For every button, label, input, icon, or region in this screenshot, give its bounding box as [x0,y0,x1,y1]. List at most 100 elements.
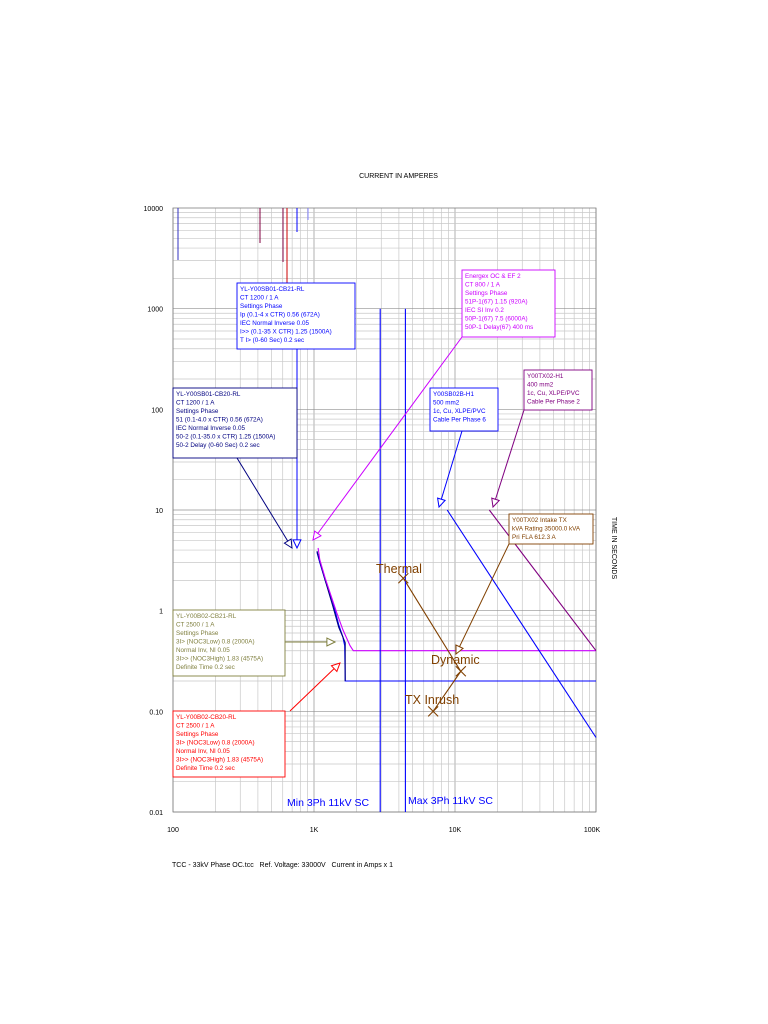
label-line: Definite Time 0.2 sec [176,765,235,772]
label-line: CT 1200 / 1 A [240,295,279,302]
thermal-label: Thermal [376,562,422,576]
label-line: Normal Inv, NI 0.05 [176,748,230,755]
tx-inrush-marker [427,705,439,717]
label-line: Settings Phase [176,731,219,738]
curve-y00sb02b-h1 [446,509,597,738]
arrowhead-cb21 [292,539,302,550]
label-line: Y00SB02B-H1 [433,391,474,398]
label-line: CT 2500 / 1 A [176,723,215,730]
label-line: 500 mm2 [433,400,460,407]
y-tick-label: 0.01 [149,810,163,817]
label-line: 50-2 Delay (0-60 Sec) 0.2 sec [176,442,260,449]
label-line: Settings Phase [176,630,219,637]
label-line: CT 1200 / 1 A [176,400,215,407]
label-line: 51P-1(67) 1.15 (920A) [465,299,528,306]
leader-sb02b [438,430,463,508]
y-tick-label: 0.10 [149,709,163,716]
curve-energex-oc-ef-2 [317,547,596,652]
label-line: Pri FLA 612.3 A [512,534,557,541]
label-line: Ip (0.1-4 x CTR) 0.56 (672A) [240,312,320,319]
label-line: CT 800 / 1 A [465,282,501,289]
curve-y00tx02-intake-tx [402,577,462,712]
y-tick-label: 1000 [147,307,163,314]
label-frame-energex [461,269,556,338]
vertical-markers [177,208,309,285]
arrowhead-tx02h1 [491,497,501,509]
arrowhead-cb20b02 [330,662,341,673]
x-tick-label: 100K [584,827,601,834]
y-tick-label: 1 [159,609,163,616]
label-frame-cb20b02 [172,710,286,778]
label-line: Energex OC & EF 2 [465,273,521,280]
label-line: IEC Normal Inverse 0.05 [240,320,309,327]
arrowhead-cb21b02 [326,637,337,647]
arrowhead-energex [312,530,322,541]
plot-frame [172,207,597,813]
label-line: 50-2 (0.1-35.0 x CTR) 1.25 (1500A) [176,434,275,441]
label-line: 50P-1 Delay(67) 400 ms [465,324,533,331]
label-line: 1c, Cu, XLPE/PVC [433,408,486,415]
curves [316,308,597,812]
label-line: 3I> (NOC3Low) 0.8 (2000A) [176,639,255,646]
curve-y00tx02-h1 [488,509,597,652]
tx-inrush-label: TX Inrush [405,693,459,707]
label-line: Y00TX02-H1 [527,373,564,380]
arrowhead-sb02b [436,497,447,509]
label-box-intake: Y00TX02 Intake TX kVA Rating 35000.0 kVAP… [508,513,594,545]
y-tick-label: 10 [155,508,163,515]
label-line: Settings Phase [465,290,508,297]
label-line: 51 (0.1-4.0 x CTR) 0.56 (672A) [176,417,263,424]
label-line: 3I>> (NOC3High) 1.83 (4575A) [176,757,263,764]
chart-title: CURRENT IN AMPERES [359,173,438,180]
label-frame-sb02b [429,387,499,432]
label-line: kVA Rating 35000.0 kVA [512,526,581,533]
dynamic-label: Dynamic [431,653,480,667]
label-line: YL-Y00B02-CB21-RL [176,613,237,620]
footer-text: TCC - 33kV Phase OC.tcc Ref. Voltage: 33… [172,862,393,869]
label-line: YL-Y00B02-CB20-RL [176,714,237,721]
arrowhead-intake [455,644,464,656]
max-sc-label: Max 3Ph 11kV SC [408,795,493,807]
label-frame-cb21b02 [172,609,286,677]
label-frame-intake [508,513,594,545]
curve-yl-y00sb01-cb20-rl [316,551,346,681]
label-frame-cb20 [172,387,298,459]
label-line: CT 2500 / 1 A [176,622,215,629]
y-tick-label: 100 [151,407,163,414]
label-line: Cable Per Phase 6 [433,417,486,424]
label-frame-cb21 [236,282,356,350]
label-line: Definite Time 0.2 sec [176,664,235,671]
label-line: Cable Per Phase 2 [527,399,580,406]
label-line: IEC Normal Inverse 0.05 [176,425,245,432]
y-axis-label: TIME IN SECONDS [610,517,617,580]
x-tick-label: 100 [167,827,179,834]
annotations: Thermal Dynamic TX Inrush Min 3Ph 11kV SC Ma… [287,562,493,809]
label-line: T I> (0-60 Sec) 0.2 sec [240,337,304,344]
leader-tx02h1 [492,409,525,508]
label-box-cb21: YL-Y00SB01-CB21-RL CT 1200 / 1 ASettings … [236,282,356,350]
label-line: Settings Phase [240,303,283,310]
label-line: 3I>> (NOC3High) 1.83 (4575A) [176,656,263,663]
label-box-cb20: YL-Y00SB01-CB20-RL CT 1200 / 1 ASettings … [172,387,298,459]
dynamic-marker [455,665,467,677]
damage-markers [397,572,467,717]
label-line: Normal Inv, NI 0.05 [176,647,230,654]
arrowhead-cb20 [283,538,293,549]
leader-cb20 [236,457,293,549]
leader-cb20b02 [289,662,341,712]
leader-energex [312,336,463,541]
label-line: Settings Phase [176,408,219,415]
label-line: IEC SI Inv 0.2 [465,307,504,314]
label-line: 400 mm2 [527,382,554,389]
label-line: Y00TX02 Intake TX [512,517,568,524]
label-line: I>> (0.1-35 X CTR) 1.25 (1500A) [240,329,332,336]
label-line: 3I> (NOC3Low) 0.8 (2000A) [176,740,255,747]
label-line: YL-Y00SB01-CB21-RL [240,286,305,293]
